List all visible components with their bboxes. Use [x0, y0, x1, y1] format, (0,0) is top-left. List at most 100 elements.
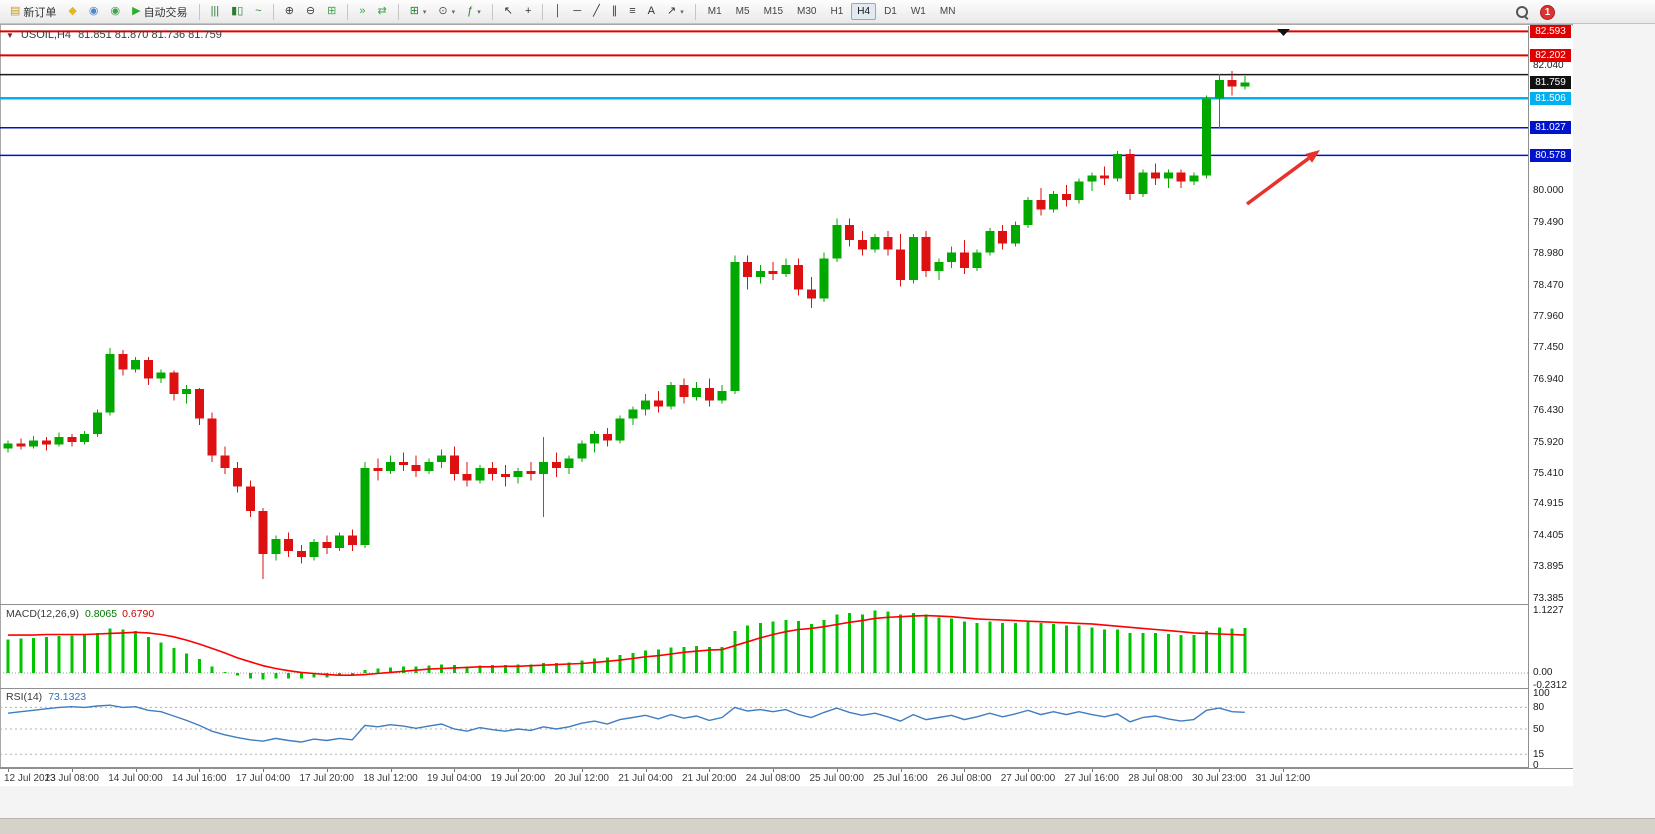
- time-axis-label: 19 Jul 04:00: [427, 773, 482, 784]
- market-data-icon[interactable]: ◉: [104, 3, 126, 20]
- timeframe-w1[interactable]: W1: [910, 6, 926, 17]
- candle: [577, 443, 587, 459]
- candle: [309, 541, 319, 558]
- chart-ohlc-values: 81.851 81.870 81.736 81.759: [78, 29, 222, 41]
- time-axis-label: 24 Jul 08:00: [745, 773, 801, 784]
- candle: [462, 474, 472, 481]
- candle: [488, 467, 497, 475]
- macd-pane-canvas[interactable]: [0, 605, 1528, 688]
- chevron-down-icon[interactable]: ▾: [680, 8, 684, 16]
- candle: [233, 467, 242, 487]
- new-chart-icon[interactable]: ⊞ ▾: [404, 3, 433, 20]
- toolbar: ▤ 新订单 ◆ ◉ ◉ ▶ 自动交易 ||| ▮▯ ~ ⊕ ⊖ ⊞» ⇄ ⊞ ▾ ⊙ ▾ ƒ ▾ ↖ + │ ─ ╱ ∥ ≡ A ↗ ▾ M…: [0, 0, 1655, 24]
- candle: [284, 538, 293, 552]
- timeframe-d1[interactable]: D1: [884, 6, 897, 17]
- time-axis-tick: [135, 769, 137, 772]
- candle: [156, 372, 166, 379]
- time-axis-label: 25 Jul 16:00: [873, 773, 928, 784]
- price-axis[interactable]: 82.04081.53081.02080.51080.00079.49078.9…: [1528, 24, 1573, 771]
- notification-badge[interactable]: 1: [1540, 4, 1555, 20]
- timeframe-m30[interactable]: M30: [797, 6, 817, 17]
- candlestick-type-icon[interactable]: ▮▯: [225, 3, 249, 20]
- zoom-out-icon: ⊖: [305, 5, 316, 17]
- candle: [679, 384, 689, 398]
- annotation-arrow[interactable]: [1245, 150, 1320, 206]
- chevron-down-icon[interactable]: ▾: [477, 8, 481, 16]
- price-chart-canvas[interactable]: [0, 26, 1528, 604]
- chevron-down-icon[interactable]: ▾: [422, 8, 427, 16]
- macd-signal-line: [8, 614, 1245, 676]
- pane-separator[interactable]: [0, 604, 1573, 605]
- chart-symbol-period: USOIL,H4: [20, 29, 72, 41]
- candle: [80, 434, 89, 443]
- timeframe-h4[interactable]: H4: [851, 3, 877, 20]
- line-chart-type-icon[interactable]: ~: [249, 3, 267, 20]
- candle: [602, 434, 612, 441]
- candle: [653, 400, 663, 407]
- time-axis-tick: [645, 769, 647, 772]
- chart-shift-icon[interactable]: ⇄: [371, 3, 392, 20]
- new-order-button[interactable]: ▤ 新订单: [4, 1, 62, 23]
- macd-main-value: 0.8065: [84, 608, 118, 620]
- time-axis[interactable]: 12 Jul 2023 13 Jul 08:00 14 Jul 00:00 14 Ju…: [0, 768, 1573, 786]
- profiles-icon[interactable]: ⊙ ▾: [432, 3, 461, 20]
- candle: [513, 471, 523, 478]
- fibonacci-icon[interactable]: ≡: [623, 3, 641, 20]
- coins-icon: ◆: [68, 5, 77, 17]
- candle: [1151, 172, 1160, 179]
- time-axis-tick: [1091, 769, 1093, 772]
- rsi-axis-label: 15: [1533, 748, 1545, 760]
- candle: [347, 535, 357, 545]
- crosshair-icon[interactable]: +: [519, 3, 537, 20]
- candle: [449, 455, 459, 475]
- timeframe-m15[interactable]: M15: [763, 6, 784, 17]
- rsi-axis-label: 80: [1533, 701, 1545, 713]
- chart-collapse-icon[interactable]: ▼: [6, 30, 14, 40]
- candle: [755, 270, 765, 278]
- candle: [1163, 172, 1173, 179]
- timeframe-mn[interactable]: MN: [939, 6, 956, 17]
- candle: [373, 467, 383, 472]
- timeframe-m1[interactable]: M1: [707, 6, 722, 17]
- toolbar-separator: [694, 3, 696, 20]
- timeframe-m5[interactable]: M5: [735, 6, 750, 17]
- candle: [551, 461, 561, 468]
- candle: [539, 461, 548, 475]
- candle: [67, 437, 77, 443]
- cursor-icon[interactable]: ↖: [498, 3, 519, 20]
- chart-title: ▼ USOIL,H4 81.851 81.870 81.736 81.759: [6, 29, 222, 41]
- horizontal-lines-layer[interactable]: [0, 30, 1528, 157]
- coins-icon[interactable]: ◆: [62, 3, 82, 20]
- rsi-pane-canvas[interactable]: [0, 689, 1528, 768]
- candle: [768, 270, 778, 275]
- candle: [3, 443, 13, 449]
- horizontal-line-icon[interactable]: ─: [567, 3, 587, 20]
- arrows-tool-icon[interactable]: ↗ ▾: [661, 3, 690, 20]
- search-icon[interactable]: [1516, 6, 1528, 18]
- time-axis-tick: [390, 769, 392, 772]
- new-chart-icon: ⊞: [409, 5, 419, 17]
- tile-windows-icon[interactable]: ⊞: [321, 3, 342, 20]
- chevron-down-icon[interactable]: ▾: [451, 8, 456, 16]
- text-label-icon[interactable]: A: [642, 3, 661, 20]
- timeframe-h1[interactable]: H1: [830, 6, 844, 17]
- bar-chart-type-icon[interactable]: |||: [205, 3, 226, 20]
- candle: [41, 440, 51, 445]
- vertical-line-icon[interactable]: │: [548, 3, 567, 20]
- trendline-icon[interactable]: ╱: [587, 3, 606, 20]
- price-axis-label: 75.920: [1533, 436, 1564, 448]
- candle: [934, 261, 944, 271]
- candle: [29, 440, 38, 447]
- autotrading-button[interactable]: ▶ 自动交易: [126, 1, 193, 23]
- pane-separator[interactable]: [0, 688, 1573, 689]
- community-icon[interactable]: ◉: [83, 3, 105, 20]
- indicators-icon[interactable]: ƒ ▾: [461, 3, 487, 20]
- profiles-icon: ⊙: [438, 5, 448, 17]
- pane-separator[interactable]: [0, 767, 1573, 768]
- zoom-out-icon[interactable]: ⊖: [300, 3, 321, 20]
- equidistant-channel-icon[interactable]: ∥: [606, 3, 624, 20]
- zoom-in-icon[interactable]: ⊕: [279, 3, 300, 20]
- auto-scroll-icon[interactable]: »: [353, 3, 371, 20]
- candle: [692, 387, 701, 398]
- chart-shift-marker[interactable]: [1277, 29, 1290, 36]
